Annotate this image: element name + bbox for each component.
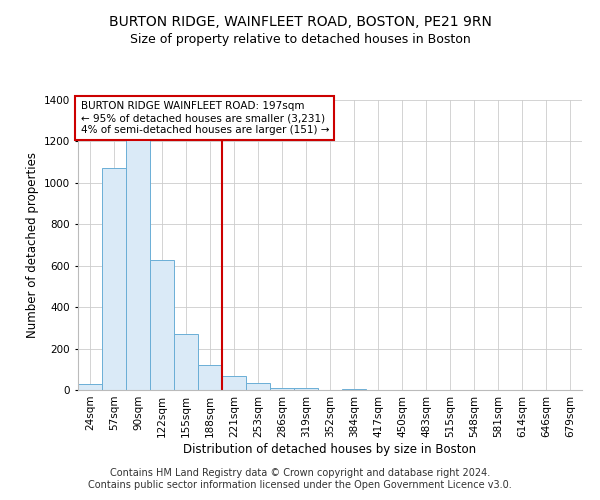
Bar bbox=[246, 383, 270, 390]
Bar bbox=[342, 389, 366, 390]
Bar bbox=[294, 388, 318, 390]
Bar bbox=[222, 376, 246, 390]
Bar bbox=[150, 260, 174, 390]
Bar bbox=[270, 388, 294, 390]
Text: Size of property relative to detached houses in Boston: Size of property relative to detached ho… bbox=[130, 32, 470, 46]
Bar bbox=[198, 365, 222, 390]
Y-axis label: Number of detached properties: Number of detached properties bbox=[26, 152, 38, 338]
Bar bbox=[126, 133, 150, 390]
Text: BURTON RIDGE WAINFLEET ROAD: 197sqm
← 95% of detached houses are smaller (3,231): BURTON RIDGE WAINFLEET ROAD: 197sqm ← 95… bbox=[80, 102, 329, 134]
Text: BURTON RIDGE, WAINFLEET ROAD, BOSTON, PE21 9RN: BURTON RIDGE, WAINFLEET ROAD, BOSTON, PE… bbox=[109, 15, 491, 29]
Bar bbox=[78, 384, 102, 390]
Bar bbox=[174, 334, 198, 390]
Text: Contains HM Land Registry data © Crown copyright and database right 2024.
Contai: Contains HM Land Registry data © Crown c… bbox=[88, 468, 512, 490]
X-axis label: Distribution of detached houses by size in Boston: Distribution of detached houses by size … bbox=[184, 442, 476, 456]
Bar bbox=[102, 168, 126, 390]
